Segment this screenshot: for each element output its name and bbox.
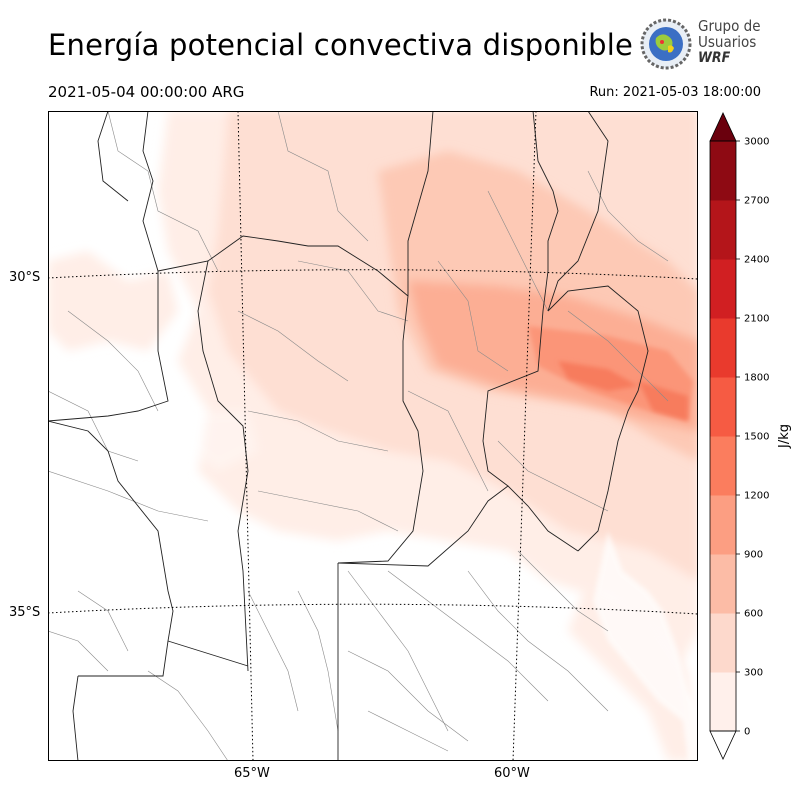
logo-line-1: Grupo de	[698, 17, 761, 35]
colorbar-tick-label: 1800	[744, 373, 769, 384]
cape-field	[48, 111, 698, 761]
run-time: Run: 2021-05-03 18:00:00	[589, 85, 761, 100]
colorbar-segment	[710, 613, 736, 673]
colorbar-tick-label: 2100	[744, 314, 769, 325]
logo-line-2: Usuarios	[698, 33, 757, 51]
lon-label-60w: 60°W	[494, 766, 530, 781]
colorbar: 0 300 600 900 1200 1500 1800 2100 2400 2700 3000 J…	[709, 112, 792, 760]
colorbar-extend-max	[709, 112, 737, 142]
graticule	[48, 111, 698, 761]
colorbar-segment	[710, 377, 736, 437]
colorbar-segment	[710, 318, 736, 378]
colorbar-unit: J/kg	[777, 424, 792, 449]
colorbar-segment	[710, 141, 736, 201]
colorbar-tick-label: 2400	[744, 255, 769, 266]
colorbar-ticks: 0 300 600 900 1200 1500 1800 2100 2400 2700 3000	[736, 137, 769, 738]
cape-map	[48, 111, 698, 761]
logo-line-3: WRF	[698, 50, 731, 66]
map-frame	[48, 111, 698, 761]
colorbar-segment	[710, 259, 736, 319]
department-lines	[48, 111, 669, 761]
colorbar-tick-label: 1200	[744, 491, 769, 502]
colorbar-tick-label: 3000	[744, 137, 769, 148]
colorbar-tick-label: 1500	[744, 432, 769, 443]
colorbar-segment	[710, 672, 736, 732]
province-borders	[48, 111, 649, 761]
valid-time: 2021-05-04 00:00:00 ARG	[48, 83, 245, 101]
colorbar-tick-label: 0	[744, 727, 750, 738]
colorbar-extend-min	[709, 730, 737, 760]
colorbar-segments	[709, 112, 737, 760]
colorbar-segment	[710, 200, 736, 260]
colorbar-tick-label: 2700	[744, 196, 769, 207]
chart-title: Energía potencial convectiva disponible	[48, 28, 634, 62]
colorbar-segment	[710, 495, 736, 555]
colorbar-tick-label: 300	[744, 668, 763, 679]
lat-label-30s: 30°S	[9, 270, 41, 285]
colorbar-segment	[710, 436, 736, 496]
colorbar-tick-label: 600	[744, 609, 763, 620]
wrf-users-logo: Grupo de Usuarios WRF	[638, 16, 768, 72]
colorbar-tick-label: 900	[744, 550, 763, 561]
lon-label-65w: 65°W	[234, 766, 270, 781]
colorbar-segment	[710, 554, 736, 614]
globe-icon	[640, 18, 692, 70]
river-plate	[593, 531, 698, 761]
lat-label-35s: 35°S	[9, 605, 41, 620]
